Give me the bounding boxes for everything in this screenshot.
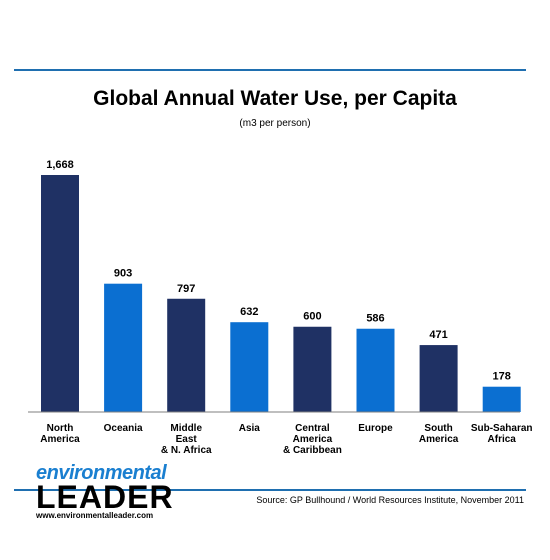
bar-value-label-6: 471	[429, 329, 447, 341]
bottom-rule	[14, 489, 526, 491]
bar-0	[41, 175, 79, 412]
category-label-4: Central America & Caribbean	[283, 423, 342, 456]
logo-url: www.environmentalleader.com	[36, 511, 154, 520]
category-label-3: Asia	[239, 423, 261, 434]
source-note: Source: GP Bullhound / World Resources I…	[256, 495, 524, 505]
category-label-7: Sub-Saharan Africa	[471, 423, 533, 445]
top-rule	[14, 69, 526, 71]
chart-title: Global Annual Water Use, per Capita	[93, 87, 457, 110]
category-label-0: North America	[40, 423, 80, 445]
bar-value-label-3: 632	[240, 306, 258, 318]
category-label-6: South America	[419, 423, 459, 445]
bar-chart: 1,668 North America 903 Oceania 797 Middle East…	[28, 159, 533, 456]
bar-1	[104, 283, 143, 412]
bar-value-label-7: 178	[493, 371, 511, 383]
bar-3	[230, 322, 269, 412]
bar-7	[482, 386, 521, 412]
bar-5	[356, 328, 395, 412]
logo-line-leader: LEADER	[36, 479, 174, 515]
bar-value-label-2: 797	[177, 283, 195, 295]
bar-value-label-0: 1,668	[46, 159, 74, 171]
logo-line-environmental: environmental	[36, 462, 167, 484]
bar-value-label-1: 903	[114, 268, 132, 280]
environmental-leader-logo: environmental LEADER www.environmentalle…	[36, 462, 174, 521]
bar-value-label-4: 600	[303, 311, 321, 323]
bar-4	[293, 326, 332, 412]
chart-subtitle: (m3 per person)	[239, 118, 311, 129]
bar-2	[167, 298, 206, 412]
category-label-5: Europe	[358, 423, 393, 434]
category-label-1: Oceania	[104, 423, 143, 434]
bar-value-label-5: 586	[366, 313, 384, 325]
bar-6	[419, 345, 458, 412]
category-label-2: Middle East & N. Africa	[161, 423, 212, 456]
